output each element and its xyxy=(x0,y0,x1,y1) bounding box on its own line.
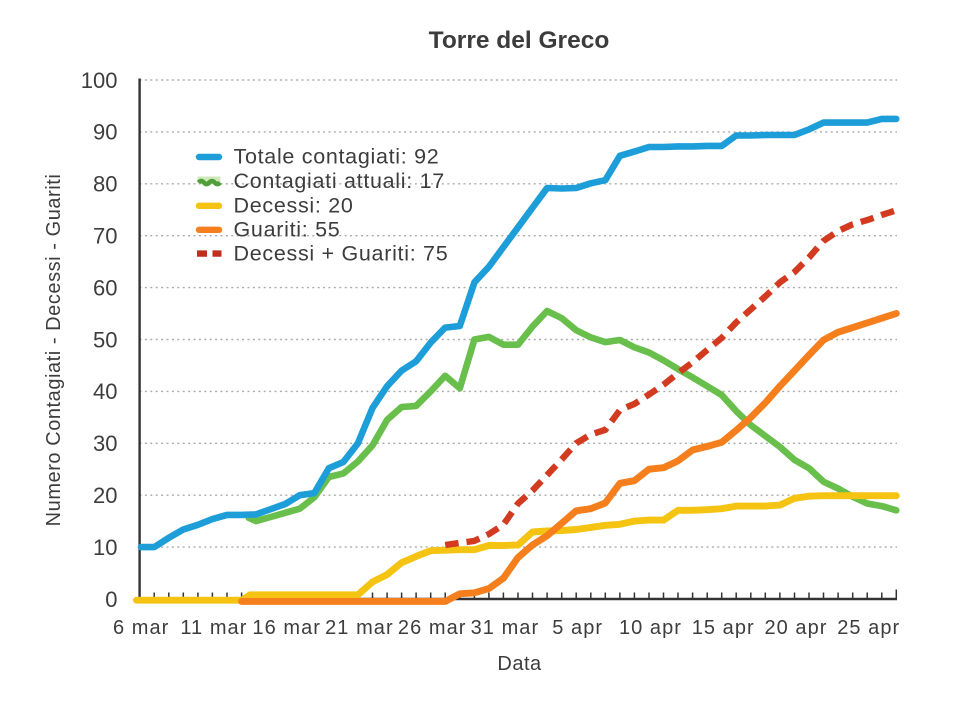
svg-text:6 mar: 6 mar xyxy=(113,617,169,639)
svg-text:Decessi + Guariti: 75: Decessi + Guariti: 75 xyxy=(234,241,449,265)
svg-text:20: 20 xyxy=(93,483,117,508)
svg-text:Guariti: 55: Guariti: 55 xyxy=(234,218,341,242)
svg-text:21 mar: 21 mar xyxy=(325,617,394,639)
svg-text:25 apr: 25 apr xyxy=(837,617,900,639)
svg-text:Numero Contagiati - Decessi -: Numero Contagiati - Decessi - Guariti xyxy=(43,174,65,527)
svg-text:Decessi: 20: Decessi: 20 xyxy=(234,194,354,218)
svg-text:30: 30 xyxy=(93,431,117,456)
svg-text:11 mar: 11 mar xyxy=(180,617,247,639)
svg-text:5 apr: 5 apr xyxy=(552,617,603,639)
svg-text:90: 90 xyxy=(93,120,117,145)
svg-text:31 mar: 31 mar xyxy=(471,617,540,639)
svg-text:16 mar: 16 mar xyxy=(252,617,321,639)
svg-text:0: 0 xyxy=(105,587,117,612)
svg-text:70: 70 xyxy=(93,224,117,249)
svg-text:50: 50 xyxy=(93,327,117,352)
svg-text:Contagiati attuali: 17: Contagiati attuali: 17 xyxy=(234,169,445,193)
svg-text:26 mar: 26 mar xyxy=(398,617,467,639)
svg-text:Totale contagiati: 92: Totale contagiati: 92 xyxy=(234,145,440,169)
svg-text:80: 80 xyxy=(93,172,117,197)
svg-text:40: 40 xyxy=(93,379,117,404)
svg-text:Torre del Greco: Torre del Greco xyxy=(429,27,610,54)
svg-text:Data: Data xyxy=(497,653,542,675)
svg-text:60: 60 xyxy=(93,275,117,300)
svg-text:10 apr: 10 apr xyxy=(619,617,682,639)
svg-text:20 apr: 20 apr xyxy=(764,617,827,639)
svg-text:100: 100 xyxy=(81,68,118,93)
svg-text:15 apr: 15 apr xyxy=(692,617,755,639)
svg-text:10: 10 xyxy=(93,535,117,560)
